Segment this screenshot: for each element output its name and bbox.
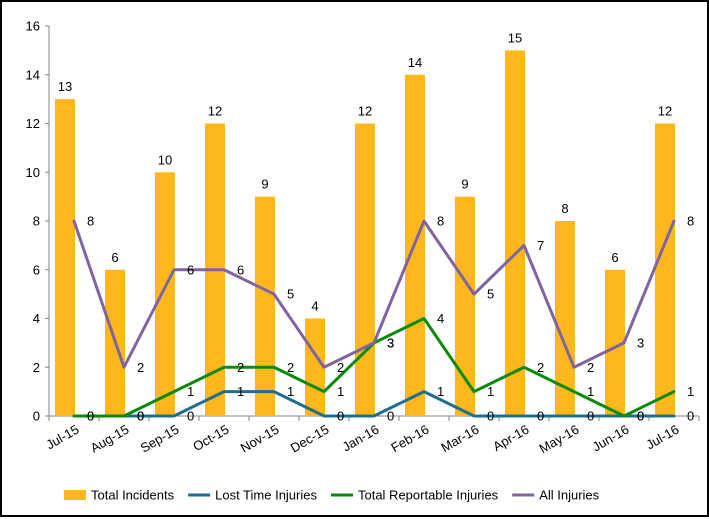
point-value-label: 3 (387, 335, 394, 350)
y-tick-label: 4 (33, 311, 40, 326)
legend: Total Incidents Lost Time Injuries Total R… (64, 488, 600, 503)
y-tick-label: 12 (26, 116, 40, 131)
x-tick-label: May-16 (536, 422, 581, 457)
point-value-label: 0 (637, 409, 644, 424)
legend-label: Total Incidents (91, 488, 175, 503)
point-value-label: 7 (537, 238, 544, 253)
x-tick-label: Jul-16 (643, 422, 681, 453)
point-value-label: 2 (587, 360, 594, 375)
point-value-label: 1 (287, 384, 294, 399)
point-value-label: 1 (237, 384, 244, 399)
bar-value-label: 12 (208, 104, 222, 119)
bar-value-label: 6 (611, 250, 618, 265)
y-tick-label: 16 (26, 19, 40, 34)
x-tick-label: Jan-16 (340, 422, 382, 455)
point-value-label: 6 (187, 262, 194, 277)
legend-item-total-reportable-injuries: Total Reportable Injuries (331, 488, 499, 503)
point-value-label: 0 (387, 409, 394, 424)
point-value-label: 1 (437, 384, 444, 399)
point-value-label: 0 (487, 409, 494, 424)
point-value-label: 0 (137, 409, 144, 424)
x-tick-label: Feb-16 (388, 422, 431, 456)
bar-value-label: 12 (658, 104, 672, 119)
bar-total-incidents (305, 319, 325, 417)
x-tick-label: Apr-16 (490, 422, 531, 455)
point-value-label: 2 (537, 360, 544, 375)
x-tick-label: Jun-16 (590, 422, 632, 455)
point-value-label: 0 (337, 409, 344, 424)
point-value-label: 1 (487, 384, 494, 399)
point-value-label: 8 (87, 214, 94, 229)
legend-item-lost-time-injuries: Lost Time Injuries (188, 488, 317, 503)
y-tick-label: 2 (33, 360, 40, 375)
point-value-label: 2 (237, 360, 244, 375)
bar-value-label: 4 (311, 299, 318, 314)
point-value-label: 1 (337, 384, 344, 399)
bar-value-label: 9 (461, 177, 468, 192)
bar-value-label: 10 (158, 152, 172, 167)
point-value-label: 5 (287, 287, 294, 302)
point-value-label: 5 (487, 287, 494, 302)
point-value-label: 0 (187, 409, 194, 424)
point-value-label: 8 (687, 214, 694, 229)
legend-item-total-incidents: Total Incidents (64, 488, 175, 503)
x-tick-label: Aug-15 (88, 422, 132, 456)
y-tick-label: 6 (33, 262, 40, 277)
bar-total-incidents (55, 99, 75, 416)
y-tick-label: 14 (26, 67, 40, 82)
bar-total-incidents (355, 124, 375, 417)
point-value-label: 0 (87, 409, 94, 424)
point-value-label: 0 (687, 409, 694, 424)
legend-label: Lost Time Injuries (215, 488, 317, 503)
y-tick-label: 0 (33, 409, 40, 424)
bar-total-incidents (655, 124, 675, 417)
x-tick-label: Jul-15 (43, 422, 81, 453)
point-value-label: 2 (287, 360, 294, 375)
bar-value-label: 6 (111, 250, 118, 265)
bar-total-incidents (455, 197, 475, 416)
x-tick-label: Oct-15 (190, 422, 231, 454)
point-value-label: 2 (137, 360, 144, 375)
bar-total-incidents (255, 197, 275, 416)
bar-value-label: 12 (358, 104, 372, 119)
bar-total-incidents (505, 50, 525, 416)
legend-label: All Injuries (539, 488, 599, 503)
bar-value-label: 8 (561, 201, 568, 216)
bar-value-label: 15 (508, 30, 522, 45)
x-tick-label: Sep-15 (138, 422, 182, 456)
y-tick-label: 10 (26, 165, 40, 180)
point-value-label: 8 (437, 214, 444, 229)
legend-item-all-injuries: All Injuries (512, 488, 599, 503)
bar-value-label: 9 (261, 177, 268, 192)
point-value-label: 2 (337, 360, 344, 375)
x-tick-label: Dec-15 (288, 422, 332, 456)
point-value-label: 1 (687, 384, 694, 399)
point-value-label: 0 (587, 409, 594, 424)
point-value-label: 0 (537, 409, 544, 424)
bar-value-label: 13 (58, 79, 72, 94)
point-value-label: 6 (237, 262, 244, 277)
point-value-label: 1 (187, 384, 194, 399)
y-tick-label: 8 (33, 214, 40, 229)
point-value-label: 4 (437, 311, 444, 326)
point-value-label: 3 (637, 335, 644, 350)
point-value-label: 1 (587, 384, 594, 399)
legend-label: Total Reportable Injuries (358, 488, 499, 503)
x-tick-label: Mar-16 (438, 422, 481, 456)
x-tick-label: Nov-15 (238, 422, 282, 456)
bar-value-label: 14 (408, 55, 422, 70)
bar-total-incidents (155, 172, 175, 416)
legend-swatch-total-incidents (64, 490, 86, 500)
